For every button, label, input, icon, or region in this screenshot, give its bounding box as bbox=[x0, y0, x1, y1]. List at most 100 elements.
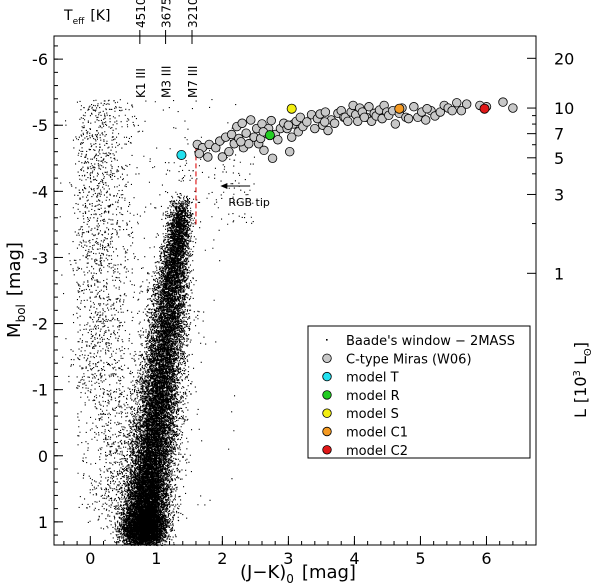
spectral-type: M7 III bbox=[186, 66, 200, 98]
legend-marker-circle bbox=[322, 353, 332, 364]
legend-marker-circle bbox=[322, 445, 332, 455]
plot-frame bbox=[53, 35, 537, 546]
svg-text:L[103 Lʘ]: L[103 Lʘ] bbox=[571, 342, 594, 418]
legend-box bbox=[307, 325, 531, 459]
legend-label: model S bbox=[346, 407, 399, 422]
right-tick-label: 5 bbox=[554, 149, 564, 168]
mira-point bbox=[409, 102, 419, 112]
mira-point bbox=[422, 104, 432, 114]
mira-point bbox=[310, 123, 320, 134]
x-axis-label: (J−K)0 [mag] bbox=[240, 562, 356, 583]
mira-point bbox=[194, 148, 204, 159]
teff-value-text: 4510 bbox=[134, 0, 148, 28]
rgb-tip-label: RGB tip bbox=[228, 196, 270, 209]
x-tick-label: 3 bbox=[283, 549, 293, 568]
model-t-point bbox=[176, 149, 187, 160]
teff-value-text: 3675 bbox=[160, 0, 174, 28]
legend-label: model C2 bbox=[346, 444, 408, 459]
legend-marker-circle bbox=[322, 390, 332, 400]
spectral-type: K1 III bbox=[134, 68, 148, 98]
mira-point bbox=[320, 107, 331, 117]
x-tick-label: 0 bbox=[85, 549, 95, 568]
y-tick-label: -2 bbox=[32, 315, 48, 334]
mira-point bbox=[461, 99, 472, 109]
right-tick-label: 7 bbox=[554, 125, 564, 144]
legend-label: model C1 bbox=[346, 426, 408, 441]
spectral-type-text: M7 III bbox=[186, 66, 200, 98]
baade-dots-path bbox=[59, 99, 256, 547]
y-tick-label: -4 bbox=[32, 182, 48, 201]
legend-marker-dot bbox=[326, 339, 328, 341]
y-tick-label: 1 bbox=[38, 513, 48, 532]
legend-label: Baade's window − 2MASS bbox=[346, 334, 515, 349]
mira-point bbox=[508, 103, 518, 113]
baade-window-dots bbox=[59, 99, 256, 547]
legend-label: model R bbox=[346, 389, 400, 404]
y2-axis-label: L[103 Lʘ] bbox=[571, 342, 594, 418]
legend: Baade's window − 2MASS C-type Miras (W06)… bbox=[307, 325, 531, 459]
legend-label: C-type Miras (W06) bbox=[346, 352, 472, 367]
model-s-point bbox=[286, 103, 297, 114]
mira-point bbox=[329, 118, 340, 128]
x-axis-label-sub: 0 bbox=[286, 572, 294, 583]
x-tick-label: 4 bbox=[349, 549, 359, 568]
teff-value: 4510 bbox=[134, 0, 148, 28]
mira-point bbox=[246, 115, 256, 125]
x-tick-label: 1 bbox=[151, 549, 161, 568]
mira-point bbox=[267, 153, 278, 163]
teff-axis-label: Teff [K] bbox=[63, 8, 110, 27]
mira-points bbox=[192, 97, 518, 163]
legend-label: model T bbox=[346, 371, 399, 386]
y-axis-label-sub: bol bbox=[14, 304, 28, 322]
mira-point bbox=[224, 146, 234, 157]
mira-point bbox=[452, 98, 462, 108]
right-tick-label: 3 bbox=[554, 185, 564, 204]
teff-value-text: 3210 bbox=[186, 0, 200, 28]
mira-point bbox=[421, 115, 431, 125]
right-tick-label: 1 bbox=[554, 264, 564, 283]
mira-point bbox=[302, 117, 312, 127]
mira-point bbox=[343, 116, 353, 126]
x-tick-label: 6 bbox=[481, 549, 491, 568]
mira-point bbox=[447, 105, 457, 116]
model-r-point bbox=[264, 130, 275, 141]
mira-point bbox=[259, 145, 269, 156]
teff-value: 3675 bbox=[160, 0, 174, 28]
mira-point bbox=[286, 132, 297, 142]
mira-point bbox=[241, 128, 251, 138]
mira-point bbox=[498, 97, 508, 107]
x-tick-label: 2 bbox=[217, 549, 227, 568]
y-tick-label: -6 bbox=[32, 50, 48, 69]
y-tick-label: 0 bbox=[38, 447, 48, 466]
spectral-type: M3 III bbox=[160, 66, 174, 98]
spectral-type-text: M3 III bbox=[160, 66, 174, 98]
y-tick-label: -5 bbox=[32, 116, 48, 135]
legend-marker-circle bbox=[322, 426, 332, 437]
mira-point bbox=[237, 118, 247, 128]
mira-point bbox=[359, 112, 370, 123]
mira-point bbox=[456, 105, 467, 116]
right-tick-label: 20 bbox=[554, 49, 574, 68]
model-c2-point bbox=[479, 103, 490, 114]
mira-point bbox=[320, 117, 330, 127]
mira-point bbox=[203, 152, 213, 162]
y-tick-label: -1 bbox=[32, 381, 48, 400]
mira-point bbox=[364, 102, 374, 112]
y-tick-label: -3 bbox=[32, 248, 48, 267]
mira-point bbox=[266, 115, 276, 126]
mira-point bbox=[283, 120, 294, 130]
mira-point bbox=[390, 119, 401, 129]
model-points bbox=[176, 103, 490, 160]
mira-point bbox=[236, 137, 246, 147]
right-tick-label: 10 bbox=[554, 99, 574, 118]
x-axis-label-unit: [mag] bbox=[302, 562, 356, 583]
teff-markers: 4510 K1 III 3675 M3 III 3210 M7 III bbox=[134, 0, 200, 98]
model-c1-point bbox=[394, 103, 405, 114]
mira-point bbox=[323, 125, 333, 136]
teff-value: 3210 bbox=[186, 0, 200, 28]
mira-point bbox=[273, 135, 283, 145]
rgb-tip-arrow-head bbox=[220, 183, 228, 190]
mira-point bbox=[285, 146, 295, 157]
mira-point bbox=[295, 112, 305, 123]
